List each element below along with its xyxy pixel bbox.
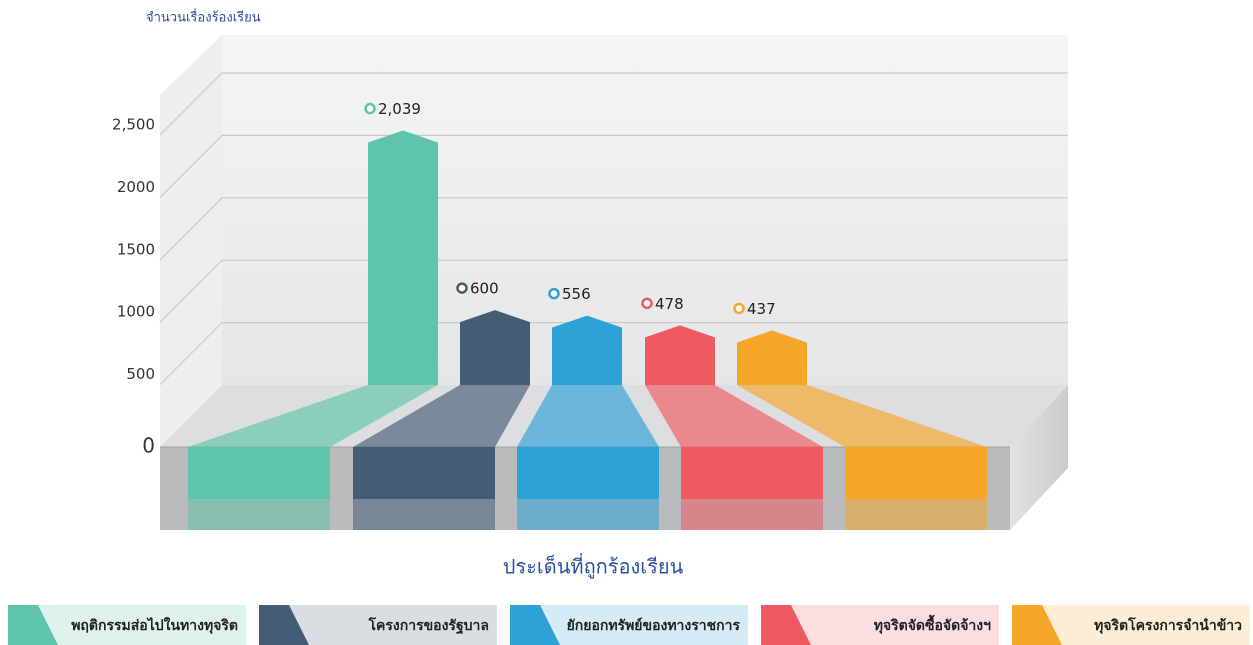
- bar-floor-ribbon: [645, 385, 823, 447]
- y-tick-label: 1000: [117, 303, 155, 321]
- bar-front-block: [517, 447, 659, 499]
- value-dot: [548, 287, 560, 300]
- legend: พฤติกรรมส่อไปในทางทุจริต โครงการของรัฐบาล…: [8, 605, 1250, 645]
- grid-line: [159, 197, 1068, 261]
- grid-line: [159, 259, 1068, 323]
- value-dot: [456, 282, 468, 294]
- bar-floor-ribbon: [737, 385, 987, 447]
- bar-front-block: [353, 447, 495, 499]
- y-tick-label: 0: [142, 434, 155, 458]
- bar-front-shadow: [188, 499, 330, 530]
- bar-front-block: [188, 447, 330, 499]
- side-wall: [160, 35, 222, 447]
- bar-front-shadow: [517, 499, 659, 530]
- bar-front-shadow: [845, 499, 987, 530]
- bar-front-shadow: [681, 499, 823, 530]
- y-tick-label: 1500: [117, 240, 155, 258]
- value-label: 2,039: [378, 100, 421, 118]
- value-label: 478: [655, 295, 684, 313]
- value-label: 556: [562, 285, 591, 303]
- y-tick-label: 2000: [117, 178, 155, 196]
- legend-swatch: [1012, 605, 1062, 645]
- x-axis-title: ประเด็นที่ถูกร้องเรียน: [503, 553, 684, 580]
- value-dot: [641, 297, 653, 310]
- y-tick-label: 500: [126, 365, 155, 383]
- bar-floor-ribbon: [353, 385, 530, 447]
- legend-label: ทุจริตจัดซื้อจัดจ้างฯ: [874, 614, 991, 634]
- legend-label: ทุจริตโครงการจำนำข้าว: [1094, 616, 1242, 634]
- legend-swatch: [259, 605, 309, 645]
- y-axis-title: จำนวนเรื่องร้องเรียน: [146, 9, 261, 26]
- value-dot: [364, 102, 376, 115]
- value-dot: [733, 302, 745, 315]
- legend-swatch: [761, 605, 811, 645]
- legend-swatch: [510, 605, 560, 645]
- back-wall: [222, 35, 1068, 385]
- value-label: 600: [470, 280, 499, 298]
- bar-floor-ribbon: [188, 385, 438, 447]
- grid-line: [159, 72, 1068, 136]
- bar: [368, 130, 438, 385]
- bar: [737, 330, 807, 385]
- bar: [460, 310, 530, 385]
- grid-line: [159, 322, 1068, 386]
- legend-label: พฤติกรรมส่อไปในทางทุจริต: [71, 616, 238, 634]
- legend-label: ยักยอกทรัพย์ของทางราชการ: [567, 617, 741, 634]
- value-label: 437: [747, 300, 776, 318]
- bar: [552, 315, 622, 385]
- bar-front-block: [845, 447, 987, 499]
- legend-label: โครงการของรัฐบาล: [368, 616, 489, 635]
- floor-side: [1010, 385, 1068, 530]
- bar-front-block: [681, 447, 823, 499]
- y-tick-label: 2,500: [112, 116, 155, 134]
- grid-line: [159, 134, 1068, 198]
- bar: [645, 325, 715, 385]
- legend-swatch: [8, 605, 58, 645]
- bar-front-shadow: [353, 499, 495, 530]
- bar-floor-ribbon: [517, 385, 659, 447]
